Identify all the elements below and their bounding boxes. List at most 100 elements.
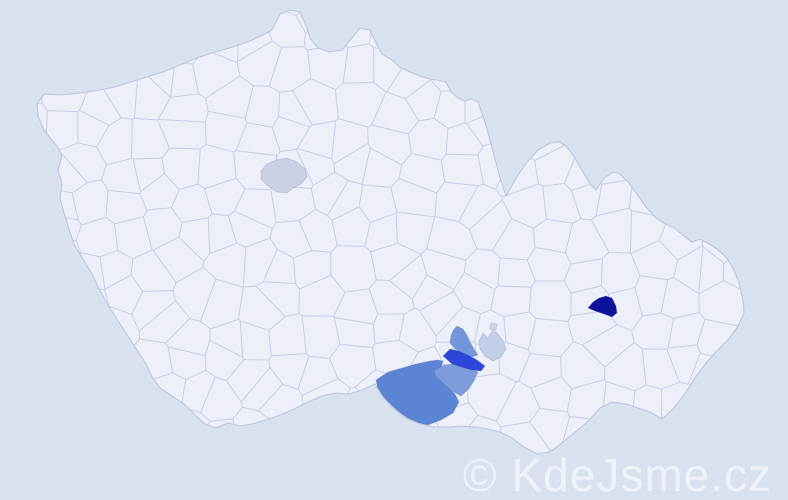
district-cell [462, 42, 510, 87]
district-cell [521, 447, 587, 454]
district-cell [329, 445, 398, 454]
district-cell [623, 452, 671, 454]
district-cell [165, 10, 233, 26]
district-cell [37, 407, 79, 453]
district-cell [130, 338, 174, 382]
district-cell [37, 207, 44, 249]
district-cell [392, 10, 436, 30]
district-cell [500, 10, 541, 21]
district-cell [37, 42, 38, 89]
district-cell [195, 10, 244, 29]
district-cell [45, 432, 82, 454]
district-cell [691, 121, 735, 157]
district-cell [490, 285, 532, 318]
district-cell [37, 145, 49, 184]
district-cell [691, 178, 728, 230]
district-cell [686, 84, 739, 126]
district-cell [666, 448, 734, 454]
district-cell [687, 53, 735, 88]
district-cell [554, 71, 606, 116]
district-cell [395, 439, 435, 454]
district-cell [37, 10, 49, 61]
district-cell [728, 10, 744, 30]
district-cell [130, 16, 176, 63]
district-cell [561, 106, 607, 155]
district-cell [105, 10, 163, 24]
district-cell [522, 10, 563, 16]
district-cell [342, 43, 375, 84]
district-cell [721, 180, 744, 222]
district-cell [736, 317, 744, 401]
district-cell [37, 291, 71, 351]
district-cell [37, 10, 64, 17]
district-cell [666, 144, 700, 181]
district-cell [37, 10, 69, 29]
district-cell [323, 402, 363, 449]
district-cell [111, 373, 154, 422]
district-cell [37, 82, 43, 132]
district-cell [592, 410, 632, 451]
district-cell [37, 348, 40, 402]
district-cell [364, 10, 401, 30]
district-cell [274, 445, 336, 454]
district-highlight-capital-gray[interactable] [260, 157, 308, 194]
district-cell [470, 441, 505, 454]
district-cell [37, 341, 84, 382]
district-cell [727, 336, 744, 390]
district-cell [236, 10, 283, 27]
district-cell [663, 176, 697, 222]
district-cell [618, 421, 670, 454]
district-cell [257, 443, 301, 454]
district-cell [134, 409, 179, 454]
district-cell [731, 397, 744, 454]
district-cell [697, 445, 739, 454]
district-cell [77, 437, 107, 454]
district-cell [362, 445, 402, 454]
district-cell [463, 10, 505, 45]
district-cell [503, 92, 542, 129]
district-cell [718, 214, 744, 255]
district-cell [450, 10, 509, 13]
district-cell [303, 11, 344, 51]
district-highlight-east-navy[interactable] [587, 295, 618, 318]
district-cell [37, 440, 75, 454]
district-cell [142, 10, 187, 28]
district-cell [652, 51, 697, 87]
district-cell [728, 86, 744, 134]
district-cell [322, 10, 384, 18]
district-cell [37, 380, 46, 441]
district-cell [732, 46, 744, 93]
district-cell [526, 247, 572, 282]
district-cell [66, 252, 106, 291]
district-cell [503, 443, 538, 454]
district-highlight-south-bright-blue[interactable] [442, 348, 486, 372]
district-cell [190, 457, 272, 500]
district-cell [67, 52, 102, 87]
district-cell [696, 410, 738, 450]
district-cell [360, 409, 406, 448]
district-cell [562, 40, 603, 85]
district-cell [626, 140, 671, 183]
district-cell [561, 447, 596, 454]
district-cell [40, 283, 82, 334]
district-cell [37, 102, 48, 150]
district-cell [631, 84, 670, 124]
district-highlight-south-pale-small[interactable] [489, 322, 498, 331]
district-highlight-south-pale-blue[interactable] [478, 329, 507, 362]
district-cell [464, 82, 505, 124]
district-cell [522, 52, 569, 95]
district-cell [69, 313, 103, 346]
district-cell [557, 10, 608, 15]
district-cell [733, 118, 744, 201]
district-cell [631, 384, 663, 428]
district-cell [655, 10, 708, 33]
district-cell [561, 10, 608, 45]
district-cell [199, 418, 237, 454]
district-cell [600, 10, 637, 17]
district-cell [171, 439, 217, 454]
district-cell [732, 446, 744, 454]
district-cell [631, 16, 668, 64]
district-cell [493, 56, 540, 103]
